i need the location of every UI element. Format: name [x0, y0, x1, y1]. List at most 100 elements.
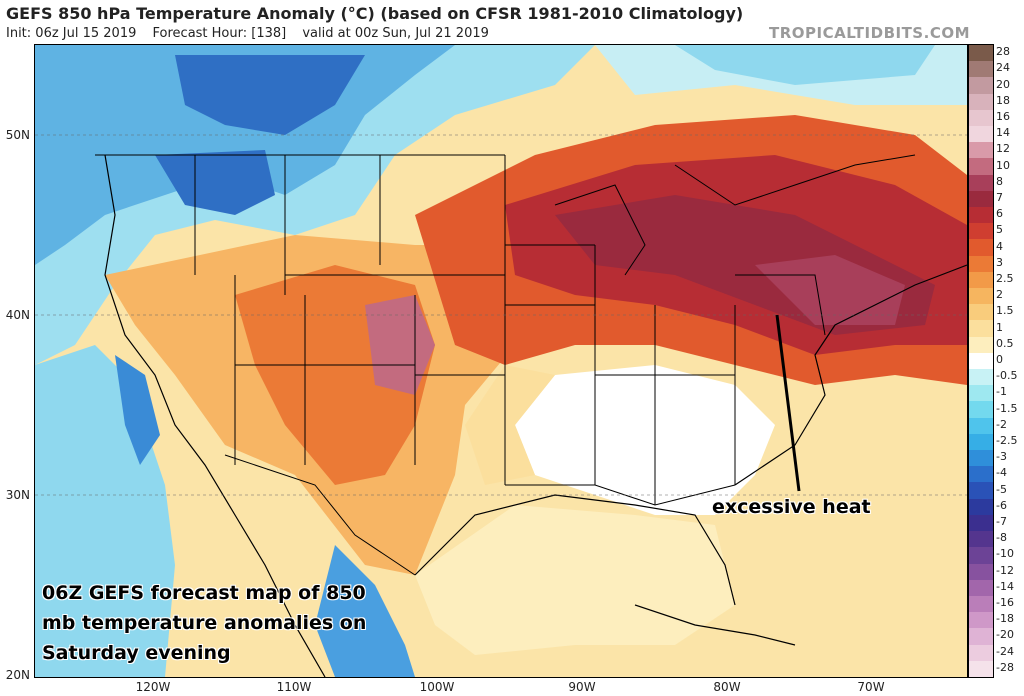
lon-label-80w: 80W: [713, 680, 741, 694]
political-borders: [95, 154, 916, 576]
colorbar-tick-label: -7: [996, 515, 1007, 529]
colorbar-tick-label: 28: [996, 45, 1010, 59]
colorbar-tick-label: -3: [996, 450, 1007, 464]
colorbar-tick-label: -0.5: [996, 369, 1018, 383]
colorbar-segment: [969, 45, 993, 62]
colorbar-tick-label: -18: [996, 612, 1014, 626]
colorbar-tick-label: -12: [996, 563, 1014, 577]
colorbar-tick-label: 10: [996, 158, 1010, 172]
colorbar-segment: [969, 126, 993, 143]
lat-label-30n: 30N: [5, 488, 30, 502]
colorbar-segment: [969, 304, 993, 321]
colorbar-segment: [969, 288, 993, 305]
colorbar-segment: [969, 579, 993, 596]
heat-annotation: excessive heat: [712, 496, 871, 518]
colorbar-tick-label: -8: [996, 531, 1007, 545]
colorbar-segment: [969, 644, 993, 661]
colorbar-segment: [969, 482, 993, 499]
anomaly-map: [34, 44, 968, 678]
colorbar-segment: [969, 109, 993, 127]
colorbar-tick-label: -14: [996, 579, 1014, 593]
colorbar-segment: [969, 93, 993, 110]
colorbar-tick-label: -20: [996, 628, 1014, 642]
cold-anomaly-pacific-nw: [155, 150, 275, 215]
init-time: Init: 06z Jul 15 2019: [6, 26, 137, 41]
colorbar-segment: [969, 498, 993, 515]
heat-pointer-line: [775, 314, 801, 492]
colorbar-tick-label: 24: [996, 61, 1010, 75]
colorbar-segment: [969, 336, 993, 353]
colorbar-segment: [969, 223, 993, 240]
colorbar-tick-label: -5: [996, 482, 1007, 496]
colorbar-segment: [969, 417, 993, 434]
lon-label-70w: 70W: [857, 680, 885, 694]
hot-anomaly-colorado: [365, 295, 435, 395]
colorbar-segment: [969, 547, 993, 564]
colorbar-tick-label: 5: [996, 223, 1003, 237]
lat-label-20n: 20N: [5, 668, 30, 682]
colorbar-segment: [969, 450, 993, 467]
colorbar-segment: [969, 612, 993, 629]
colorbar-segment: [969, 320, 993, 337]
cold-anomaly-canada: [175, 55, 365, 135]
colorbar-tick-label: 14: [996, 126, 1010, 140]
colorbar-segment: [969, 660, 993, 677]
colorbar-segment: [969, 401, 993, 418]
colorbar-tick-label: 16: [996, 109, 1010, 123]
colorbar: [968, 44, 994, 678]
colorbar-segment: [969, 514, 993, 532]
colorbar-tick-label: -10: [996, 547, 1014, 561]
lat-label-40n: 40N: [5, 308, 30, 322]
colorbar-segment: [969, 158, 993, 175]
colorbar-tick-label: 7: [996, 190, 1003, 204]
coastlines: [104, 154, 967, 677]
neutral-anomaly-southeast: [515, 365, 775, 515]
caption-annotation: 06Z GEFS forecast map of 850 mb temperat…: [42, 582, 367, 664]
colorbar-tick-label: 0: [996, 353, 1003, 366]
graticule: [35, 134, 967, 496]
colorbar-segment: [969, 77, 993, 94]
hot-anomaly-core: [755, 255, 905, 325]
colorbar-tick-label: 1: [996, 320, 1003, 334]
cool-anomaly-mexico: [315, 545, 415, 677]
colorbar-tick-label: -28: [996, 660, 1014, 674]
colorbar-tick-label: 2.5: [996, 271, 1014, 285]
colorbar-tick-label: 12: [996, 142, 1010, 156]
colorbar-tick-label: 20: [996, 77, 1010, 91]
lon-label-100w: 100W: [419, 680, 455, 694]
colorbar-tick-label: -2: [996, 417, 1007, 431]
colorbar-segment: [969, 385, 993, 402]
colorbar-tick-label: 2: [996, 288, 1003, 302]
brand-watermark: TROPICALTIDBITS.COM: [769, 24, 970, 42]
lon-label-120w: 120W: [135, 680, 171, 694]
colorbar-tick-label: -1.5: [996, 401, 1018, 415]
forecast-hour: Forecast Hour: [138]: [152, 26, 287, 41]
colorbar-tick-label: 4: [996, 239, 1003, 253]
colorbar-tick-label: 0.5: [996, 336, 1014, 350]
colorbar-tick-label: -16: [996, 596, 1014, 610]
colorbar-segment: [969, 239, 993, 256]
map-subtitle: Init: 06z Jul 15 2019 Forecast Hour: [13…: [6, 26, 501, 41]
colorbar-segment: [969, 352, 993, 370]
mild-anomaly-southern-plains: [465, 365, 555, 485]
colorbar-tick-label: 6: [996, 207, 1003, 221]
colorbar-segment: [969, 531, 993, 548]
colorbar-segment: [969, 595, 993, 613]
colorbar-segment: [969, 190, 993, 208]
mild-anomaly-gulf: [415, 505, 735, 655]
colorbar-tick-label: -6: [996, 498, 1007, 512]
colorbar-segment: [969, 433, 993, 451]
colorbar-tick-label: 8: [996, 174, 1003, 188]
colorbar-tick-label: 1.5: [996, 304, 1014, 318]
colorbar-tick-label: -4: [996, 466, 1007, 480]
colorbar-segment: [969, 255, 993, 272]
colorbar-tick-label: -2.5: [996, 434, 1018, 448]
colorbar-segment: [969, 207, 993, 224]
colorbar-tick-label: -1: [996, 385, 1007, 399]
colorbar-segment: [969, 628, 993, 645]
valid-time: valid at 00z Sun, Jul 21 2019: [302, 26, 489, 41]
map-title: GEFS 850 hPa Temperature Anomaly (°C) (b…: [6, 4, 744, 23]
cool-anomaly-california-coast: [115, 355, 160, 465]
colorbar-segment: [969, 174, 993, 191]
colorbar-segment: [969, 271, 993, 289]
